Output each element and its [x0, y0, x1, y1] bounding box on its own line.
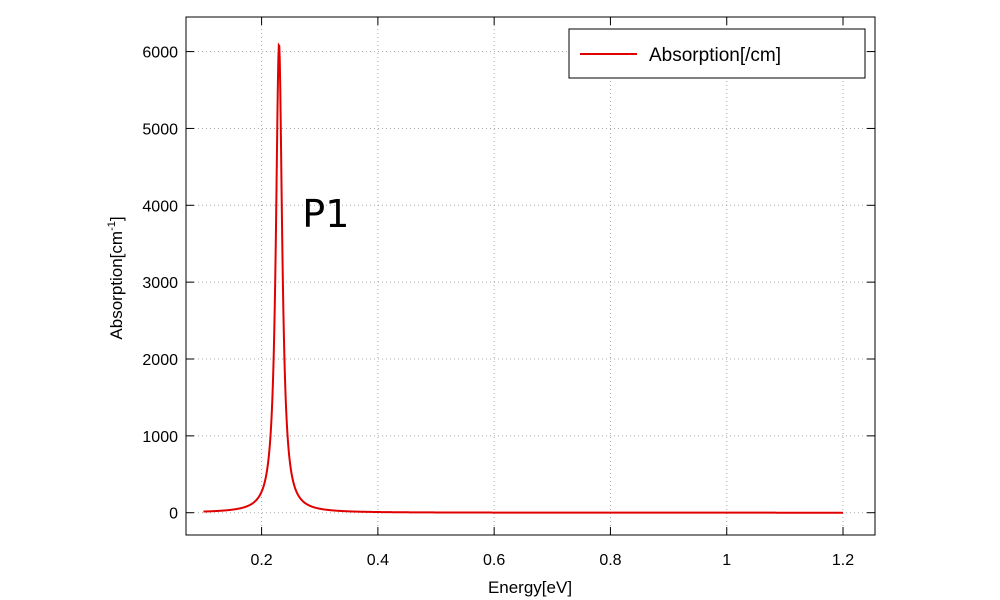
x-tick-label: 0.8	[599, 552, 621, 569]
legend: Absorption[/cm]	[568, 28, 866, 79]
plot-frame	[185, 16, 876, 536]
y-axis-title-superscript: -1	[106, 221, 118, 231]
x-tick-label: 1	[722, 552, 731, 569]
y-tick-label: 2000	[142, 352, 178, 369]
y-tick-label: 6000	[142, 45, 178, 62]
x-tick-label: 0.4	[367, 552, 389, 569]
legend-label: Absorption[/cm]	[649, 45, 781, 66]
tick-labels: 0.2 0.4 0.6 0.8 1 1.2 0 1000 2000 3000 4000 5000 600…	[142, 45, 854, 569]
x-tick-label: 1.2	[832, 552, 854, 569]
peak-annotation-label: P1	[302, 192, 349, 236]
y-tick-label: 0	[169, 506, 178, 523]
x-tick-label: 0.6	[483, 552, 505, 569]
y-tick-label: 1000	[142, 429, 178, 446]
x-axis-title: Energy[eV]	[488, 578, 572, 597]
y-tick-label: 5000	[142, 121, 178, 138]
axis-ticks	[186, 17, 875, 535]
y-tick-label: 3000	[142, 275, 178, 292]
x-tick-label: 0.2	[250, 552, 272, 569]
y-tick-label: 4000	[142, 198, 178, 215]
absorption-series-line	[203, 42, 844, 514]
y-axis-title: Absorption[cm-1]	[106, 216, 126, 339]
